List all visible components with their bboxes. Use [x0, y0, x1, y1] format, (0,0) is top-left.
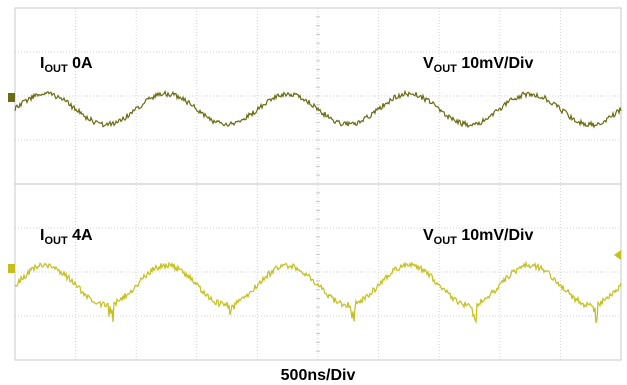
panel1-scale-label: VOUT 10mV/Div [423, 55, 533, 75]
x-axis-label: 500ns/Div [281, 367, 356, 384]
panel2-current-label: IOUT 4A [40, 227, 93, 247]
panel1-current-label: IOUT 0A [40, 55, 93, 75]
channel2-ground-marker [8, 264, 15, 273]
trigger-marker [614, 250, 621, 260]
channel1-ground-marker [8, 93, 15, 102]
series-trace-2 [14, 260, 622, 324]
panel2-scale-label: VOUT 10mV/Div [423, 227, 533, 247]
traces [14, 89, 622, 324]
series-trace-1 [14, 89, 622, 129]
